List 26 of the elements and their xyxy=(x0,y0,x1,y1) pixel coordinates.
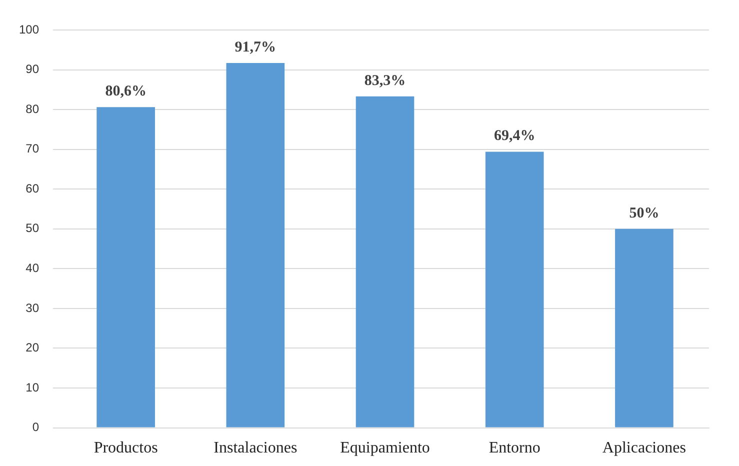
y-tick-label: 40 xyxy=(26,260,40,275)
bar xyxy=(96,107,155,428)
y-tick-label: 70 xyxy=(26,142,40,156)
y-tick-label: 10 xyxy=(26,380,40,394)
data-label: 83,3% xyxy=(364,72,406,89)
x-tick-label: Entorno xyxy=(488,440,540,457)
y-tick-label: 20 xyxy=(26,340,40,355)
y-tick-label: 0 xyxy=(32,420,40,434)
y-tick-label: 60 xyxy=(26,181,40,196)
y-tick-label: 100 xyxy=(18,22,40,36)
data-label: 80,6% xyxy=(105,84,146,100)
bar xyxy=(615,228,674,428)
y-tick-label: 80 xyxy=(26,102,40,116)
bar xyxy=(356,96,414,428)
x-tick-label: Productos xyxy=(94,440,158,457)
y-tick-label: 50 xyxy=(26,221,40,236)
x-tick-label: Instalaciones xyxy=(214,440,298,457)
bar xyxy=(485,152,544,428)
data-label: 91,7% xyxy=(234,39,276,56)
y-tick-label: 90 xyxy=(26,62,40,76)
x-tick-label: Aplicaciones xyxy=(602,440,686,457)
y-tick-label: 30 xyxy=(26,300,40,315)
data-label: 69,4% xyxy=(494,128,536,144)
x-tick-label: Equipamiento xyxy=(340,440,430,457)
data-label: 50% xyxy=(629,205,660,222)
bar xyxy=(226,63,285,428)
